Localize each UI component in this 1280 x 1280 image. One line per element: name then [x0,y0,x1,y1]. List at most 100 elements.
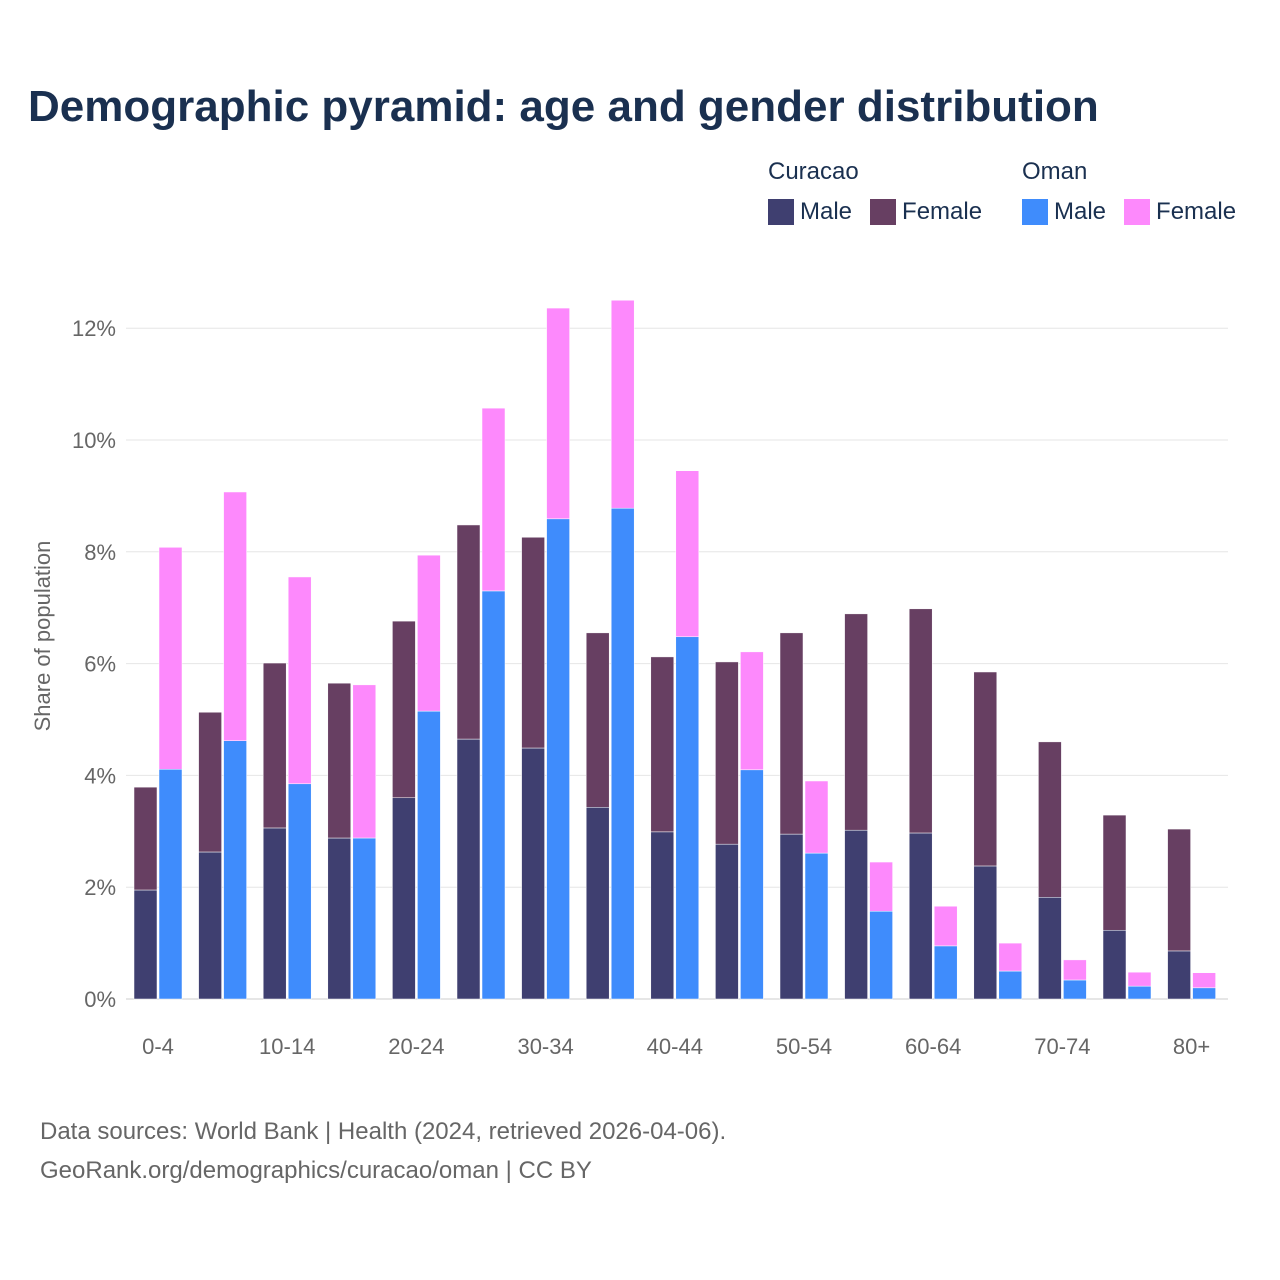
y-tick-label: 12% [72,316,116,341]
legend-swatch [1022,199,1048,225]
chart-title: Demographic pyramid: age and gender dist… [28,82,1099,131]
legend-label: Female [902,198,983,225]
bar-curacao-male [585,807,610,1000]
x-tick-label: 10-14 [259,1034,315,1059]
legend-swatch [768,199,794,225]
bar-oman-female [481,407,506,592]
bar-oman-female [287,576,312,785]
y-tick-label: 10% [72,428,116,453]
bar-oman-female [675,470,700,638]
y-tick-label: 0% [84,987,116,1012]
bar-oman-male [1192,987,1216,1000]
bar-curacao-female [1038,741,1062,898]
bar-oman-male [1063,979,1087,1000]
bar-oman-male [675,636,700,1000]
bar-curacao-female [1167,828,1191,952]
legend-item-oman-female: Female [1124,198,1236,226]
legend-item-curacao-male: Male [768,198,852,226]
bar-curacao-female [456,524,481,740]
legend-oman: Oman Male Female [1022,158,1236,226]
bar-oman-female [998,942,1023,972]
bar-oman-female [223,491,247,741]
attribution: GeoRank.org/demographics/curacao/oman | … [40,1157,592,1184]
y-tick-label: 2% [84,875,116,900]
y-tick-label: 4% [84,763,116,788]
bar-curacao-male [1102,929,1127,1000]
bar-oman-female [933,905,958,947]
bar-oman-male [546,518,570,1000]
bar-oman-male [998,970,1023,1000]
bar-oman-male [481,590,506,1000]
y-tick-label: 6% [84,652,116,677]
bar-curacao-male [844,829,868,1000]
footer: Data sources: World Bank | Health (2024,… [40,1112,726,1190]
bar-curacao-male [327,837,352,1000]
bar-curacao-female [715,661,739,845]
bar-oman-female [740,651,764,771]
x-tick-label: 80+ [1173,1034,1210,1059]
bar-oman-female [546,307,570,520]
bar-oman-female [352,684,377,839]
bar-curacao-female [585,632,610,808]
bar-oman-male [1127,985,1152,1000]
legend-label: Male [1054,198,1107,225]
legend-group-title: Oman [1022,158,1088,185]
x-tick-label: 0-4 [142,1034,174,1059]
bar-curacao-male [133,889,158,1000]
bar-oman-female [158,547,183,770]
bar-curacao-female [908,608,933,834]
bar-curacao-female [973,671,998,867]
bar-curacao-female [521,537,545,749]
bar-oman-male [933,945,958,1000]
bar-curacao-female [133,786,158,891]
bar-curacao-female [650,656,675,833]
bar-oman-female [804,780,829,854]
x-tick-label: 40-44 [647,1034,703,1059]
bar-oman-male [223,740,247,1000]
bar-curacao-female [198,711,222,853]
bar-oman-female [869,861,893,912]
bar-curacao-male [1167,950,1191,1000]
bar-oman-male [158,769,183,1000]
legend-item-oman-male: Male [1022,198,1106,226]
bar-oman-female [1063,959,1087,981]
x-tick-label: 20-24 [388,1034,444,1059]
x-tick-label: 70-74 [1034,1034,1090,1059]
bar-curacao-female [392,620,416,799]
bar-curacao-female [1102,814,1127,931]
bar-oman-male [869,910,893,1000]
bar-curacao-male [262,827,287,1000]
y-tick-label: 8% [84,540,116,565]
bar-oman-male [287,783,312,1000]
bar-curacao-male [521,747,545,1000]
bar-curacao-male [392,797,416,1000]
legend-swatch [870,199,897,225]
bar-oman-female [1127,971,1152,987]
bar-curacao-male [650,831,675,1000]
bar-oman-male [417,710,441,1000]
source-note: Data sources: World Bank | Health (2024,… [40,1118,727,1145]
bar-curacao-female [779,632,804,835]
bar-oman-female [610,300,635,509]
x-tick-label: 60-64 [905,1034,961,1059]
bar-oman-male [610,507,635,1000]
legend-curacao: Curacao Male Female [768,158,982,226]
legend-label: Female [1156,198,1237,225]
legend-item-curacao-female: Female [870,198,982,226]
x-tick-label: 30-34 [517,1034,573,1059]
bar-curacao-female [262,662,287,829]
bar-curacao-male [715,843,739,1000]
bar-curacao-male [779,833,804,1000]
bar-curacao-male [908,832,933,1000]
bar-oman-female [1192,972,1216,989]
bar-oman-male [740,769,764,1000]
bar-curacao-male [198,851,222,1000]
bar-curacao-female [844,613,868,831]
bar-oman-female [417,554,441,712]
legend-label: Male [800,198,853,225]
x-tick-label: 50-54 [776,1034,832,1059]
legend-group-title: Curacao [768,158,859,185]
bar-curacao-male [1038,897,1062,1000]
